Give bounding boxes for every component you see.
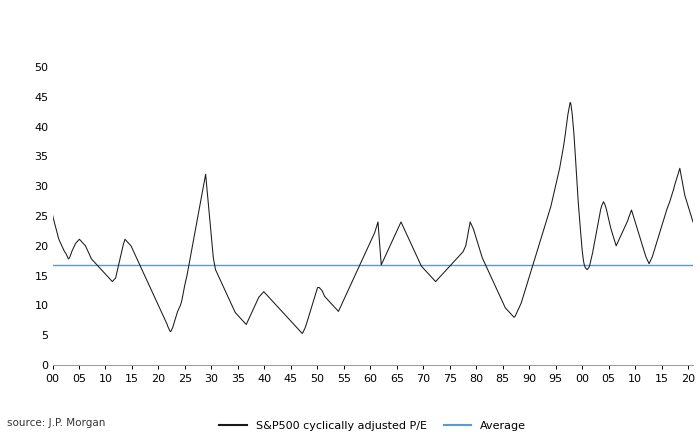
Text: S&P500 cycle-adjusted P/E: S&P500 cycle-adjusted P/E bbox=[13, 22, 306, 41]
Text: source: J.P. Morgan: source: J.P. Morgan bbox=[7, 418, 106, 428]
Legend: S&P500 cyclically adjusted P/E, Average: S&P500 cyclically adjusted P/E, Average bbox=[215, 416, 531, 432]
